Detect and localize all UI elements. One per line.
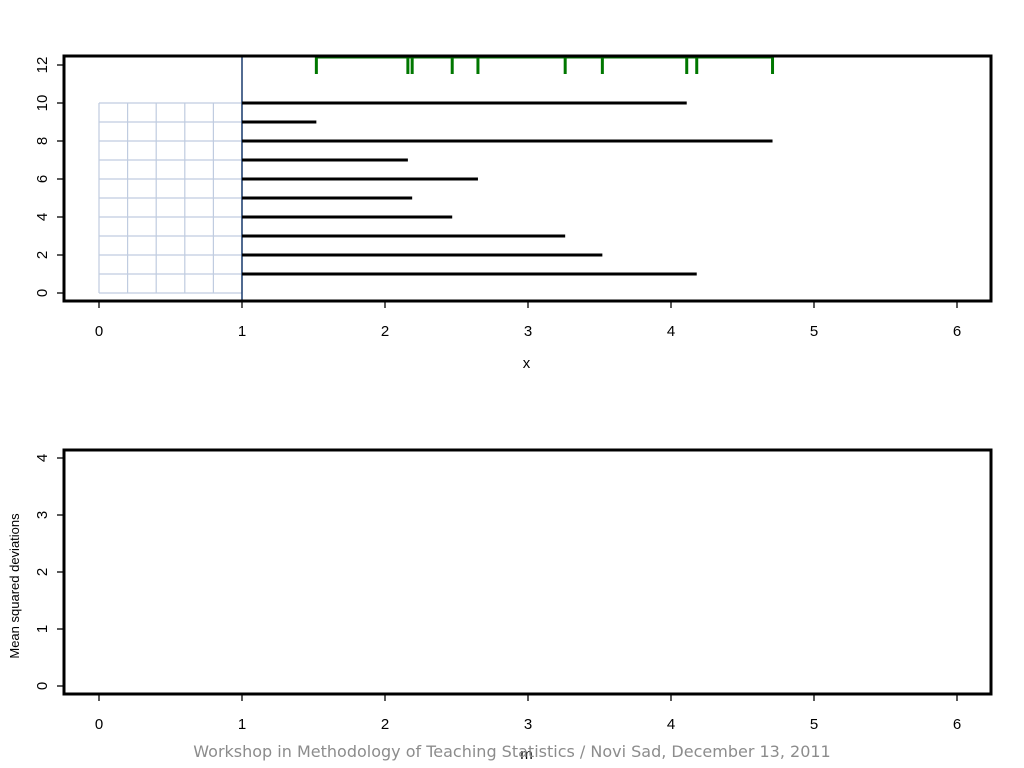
x-tick-label: 5 xyxy=(810,323,818,340)
y-tick-label: 1 xyxy=(34,625,51,633)
y-tick-label: 6 xyxy=(34,175,51,183)
x-tick-label: 1 xyxy=(238,716,246,733)
y-axis-title: Mean squared deviations xyxy=(7,513,22,659)
x-tick-label: 6 xyxy=(953,716,961,733)
x-tick-label: 0 xyxy=(95,323,103,340)
y-tick-label: 4 xyxy=(34,454,51,462)
plot-frame xyxy=(62,448,993,696)
x-tick-label: 3 xyxy=(524,716,532,733)
x-tick-label: 3 xyxy=(524,323,532,340)
y-tick-label: 12 xyxy=(34,57,51,74)
rug xyxy=(314,55,775,74)
grid xyxy=(98,102,243,294)
x-tick-label: 6 xyxy=(953,323,961,340)
x-axis-title: x xyxy=(523,355,531,372)
x-tick-label: 4 xyxy=(667,323,675,340)
x-tick-label: 0 xyxy=(95,716,103,733)
x-tick-label: 2 xyxy=(381,323,389,340)
footer-text: Workshop in Methodology of Teaching Stat… xyxy=(193,742,831,761)
x-tick-label: 2 xyxy=(381,716,389,733)
y-tick-label: 3 xyxy=(34,511,51,519)
chart-panel-2: 0 1 2 3 4 5 6 0 1 2 3 4 m Mean squared deviations xyxy=(7,448,993,763)
segments xyxy=(242,101,773,276)
x-axis-title: m xyxy=(520,746,533,763)
y-tick-label: 2 xyxy=(34,568,51,576)
y-tick-label: 2 xyxy=(34,251,51,259)
y-tick-label: 8 xyxy=(34,137,51,145)
y-tick-label: 4 xyxy=(34,213,51,221)
y-tick-label: 0 xyxy=(34,682,51,690)
x-tick-label: 1 xyxy=(238,323,246,340)
y-tick-label: 0 xyxy=(34,289,51,297)
y-tick-label: 10 xyxy=(34,95,51,112)
x-tick-label: 4 xyxy=(667,716,675,733)
x-tick-label: 5 xyxy=(810,716,818,733)
